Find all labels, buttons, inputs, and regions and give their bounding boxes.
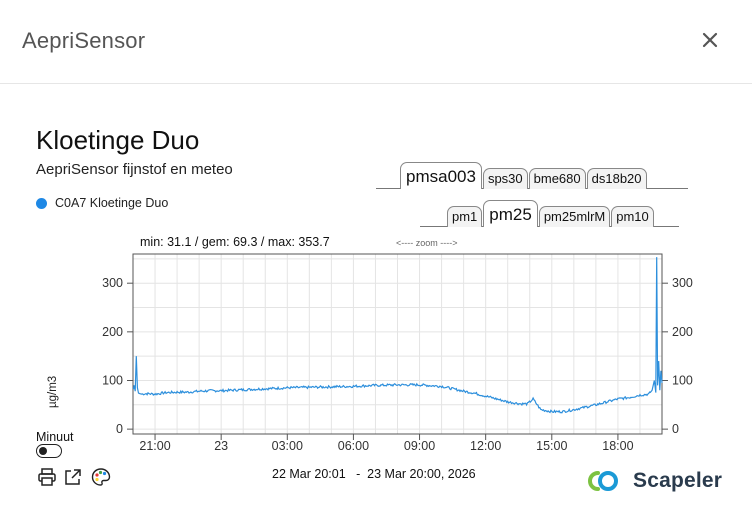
brand-name: Scapeler	[633, 469, 723, 492]
x-tick-label: 12:00	[470, 439, 501, 453]
tab-sps30[interactable]: sps30	[482, 168, 528, 189]
y-tick-label-left: 200	[102, 325, 123, 339]
tab-ds18b20[interactable]: ds18b20	[586, 168, 647, 189]
tab-pm25[interactable]: pm25	[483, 200, 538, 227]
y-tick-label-right: 100	[672, 373, 693, 387]
y-tick-label-right: 300	[672, 276, 693, 290]
x-axis-ticks: 21:00 23 03:00 06:00 09:00 12:00 15:00 18:00	[139, 434, 634, 453]
x-tick-label: 18:00	[602, 439, 633, 453]
tab-pm1[interactable]: pm1	[447, 206, 483, 227]
station-title: Kloetinge Duo	[36, 125, 200, 155]
sensor-tabs: pmsa003 sps30 bme680 ds18b20	[376, 161, 688, 189]
scapeler-logo: Scapeler	[584, 468, 722, 494]
date-range: 22 Mar 20:01 - 23 Mar 20:00, 2026	[272, 467, 476, 481]
plot-frame	[132, 253, 663, 435]
y-tick-label-left: 100	[102, 373, 123, 387]
legend-marker	[36, 197, 47, 209]
toggle-knob	[38, 446, 47, 455]
print-button[interactable]	[36, 466, 58, 488]
theme-button[interactable]	[90, 466, 112, 488]
legend-label: C0A7 Kloetinge Duo	[55, 196, 169, 210]
y-tick-label-right: 0	[672, 422, 679, 436]
x-tick-label: 21:00	[139, 439, 170, 453]
close-icon[interactable]	[696, 26, 724, 54]
x-tick-label: 03:00	[272, 439, 303, 453]
y-tick-label-left: 0	[116, 422, 123, 436]
x-tick-label: 09:00	[404, 439, 435, 453]
scapeler-logo-icon	[588, 471, 618, 491]
tab-pmsa003[interactable]: pmsa003	[400, 162, 482, 189]
x-tick-label: 06:00	[338, 439, 369, 453]
tab-pm10[interactable]: pm10	[611, 206, 654, 227]
tab-bme680[interactable]: bme680	[528, 168, 586, 189]
y-axis-ticks: 0 0 100 100 200 200 300 300	[102, 276, 693, 436]
close-button[interactable]	[696, 26, 724, 54]
x-tick-label: 23	[214, 439, 228, 453]
tab-pm25mlrm[interactable]: pm25mlrM	[538, 206, 611, 227]
interval-toggle[interactable]	[36, 444, 62, 458]
app-title: AepriSensor	[22, 28, 146, 53]
modal-header: AepriSensor	[0, 0, 752, 84]
chart-legend[interactable]: C0A7 Kloetinge Duo	[36, 196, 168, 210]
palette-icon[interactable]	[90, 466, 112, 488]
printer-icon[interactable]	[36, 466, 58, 488]
y-axis-label: µg/m3	[47, 375, 59, 408]
chart-grid	[133, 254, 662, 434]
zoom-hint: <---- zoom ---->	[396, 238, 458, 248]
series-line	[132, 257, 663, 414]
y-tick-label-right: 200	[672, 325, 693, 339]
external-link-icon[interactable]	[62, 466, 84, 488]
interval-label: Minuut	[36, 430, 74, 444]
y-tick-label-left: 300	[102, 276, 123, 290]
chart-stats: min: 31.1 / gem: 69.3 / max: 353.7	[140, 235, 330, 249]
open-external-button[interactable]	[62, 466, 84, 488]
metric-tabs: pm1 pm25 pm25mlrM pm10	[420, 199, 679, 227]
x-tick-label: 15:00	[536, 439, 567, 453]
station-subtitle: AepriSensor fijnstof en meteo	[36, 161, 233, 178]
